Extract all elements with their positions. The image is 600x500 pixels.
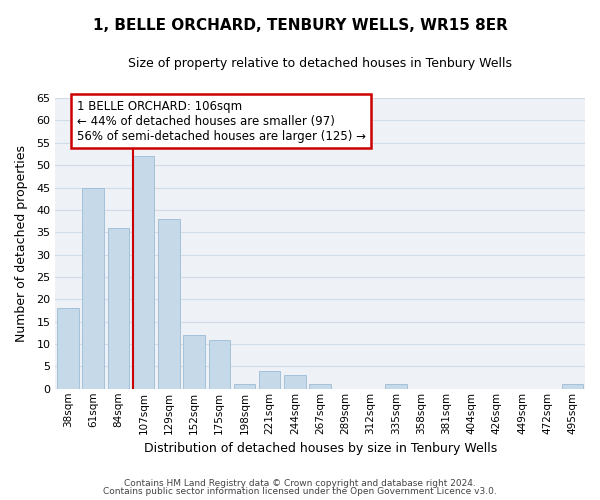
Text: Contains public sector information licensed under the Open Government Licence v3: Contains public sector information licen… [103,487,497,496]
Bar [57,308,79,389]
Bar [82,188,104,389]
Bar [158,219,179,389]
Bar [284,376,305,389]
X-axis label: Distribution of detached houses by size in Tenbury Wells: Distribution of detached houses by size … [143,442,497,455]
Bar [310,384,331,389]
Text: Contains HM Land Registry data © Crown copyright and database right 2024.: Contains HM Land Registry data © Crown c… [124,478,476,488]
Bar [259,371,280,389]
Bar [209,340,230,389]
Text: 1 BELLE ORCHARD: 106sqm
← 44% of detached houses are smaller (97)
56% of semi-de: 1 BELLE ORCHARD: 106sqm ← 44% of detache… [77,100,365,142]
Bar [234,384,255,389]
Bar [385,384,407,389]
Bar [107,228,129,389]
Text: 1, BELLE ORCHARD, TENBURY WELLS, WR15 8ER: 1, BELLE ORCHARD, TENBURY WELLS, WR15 8E… [92,18,508,32]
Bar [562,384,583,389]
Title: Size of property relative to detached houses in Tenbury Wells: Size of property relative to detached ho… [128,58,512,70]
Y-axis label: Number of detached properties: Number of detached properties [15,145,28,342]
Bar [133,156,154,389]
Bar [184,335,205,389]
